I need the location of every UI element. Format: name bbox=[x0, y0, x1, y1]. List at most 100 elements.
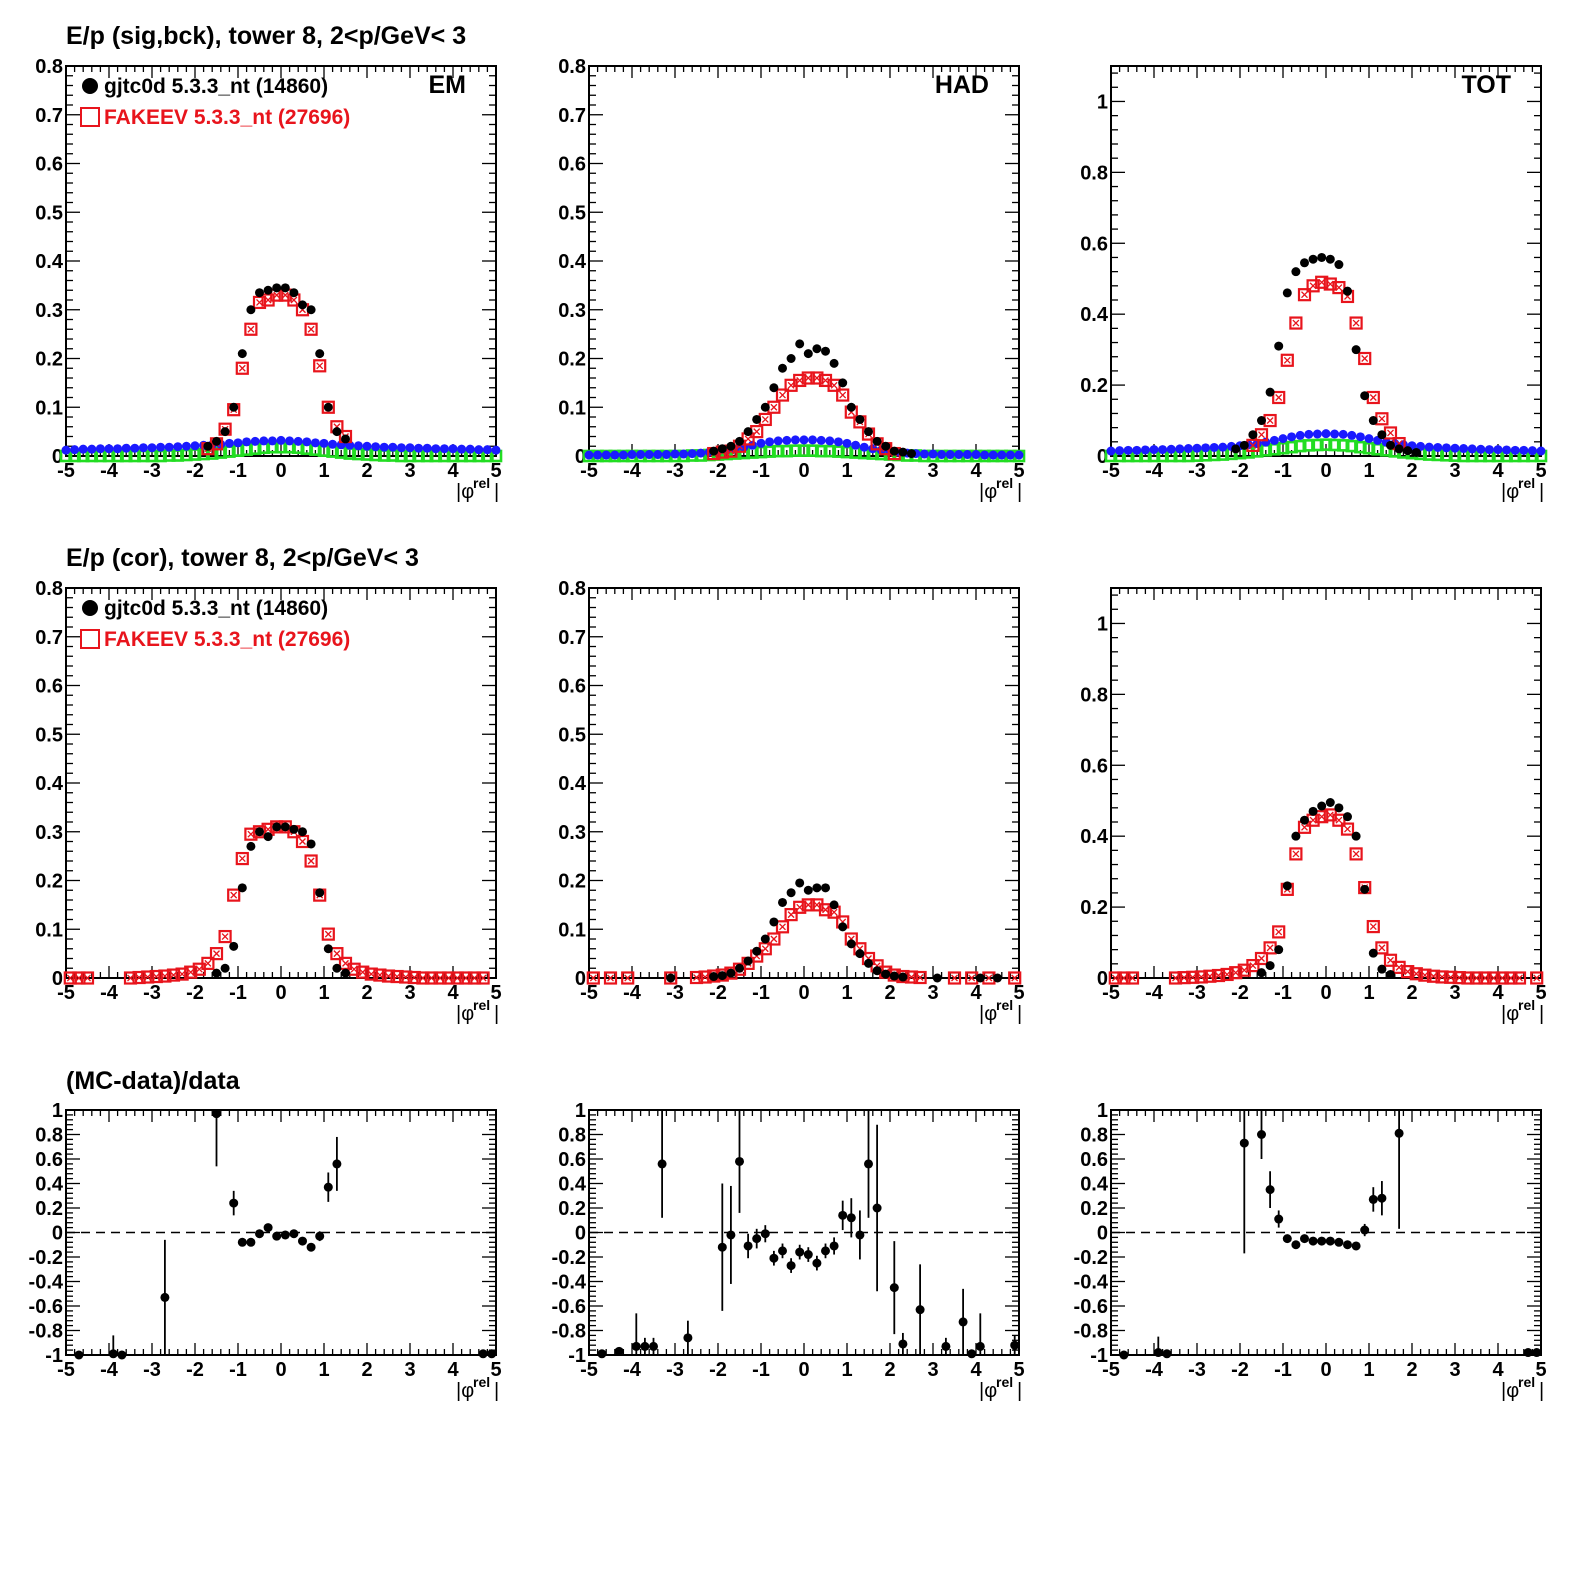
sig-bkg-point bbox=[593, 450, 603, 460]
sig-bkg-point bbox=[756, 438, 766, 448]
y-tick-label: 0.6 bbox=[35, 1149, 63, 1171]
bkg-point bbox=[823, 444, 837, 458]
y-tick-label: 0.2 bbox=[35, 349, 63, 371]
bkg-point bbox=[1276, 441, 1290, 455]
bkg-point bbox=[789, 444, 802, 457]
data-point bbox=[778, 897, 787, 907]
mc-point-mark bbox=[127, 974, 134, 982]
x-tick-label: -3 bbox=[143, 982, 161, 1004]
mc-point bbox=[175, 967, 189, 981]
data-point bbox=[735, 436, 744, 446]
data-point bbox=[323, 402, 333, 412]
sig-bkg-point bbox=[687, 449, 697, 459]
data-point bbox=[1386, 440, 1395, 450]
mc-point bbox=[1246, 958, 1260, 973]
y-tick-label: 0.3 bbox=[35, 822, 63, 844]
x-tick-label: -5 bbox=[580, 460, 598, 482]
mc-point-mark bbox=[247, 830, 255, 838]
data-point bbox=[298, 300, 307, 310]
y-tick-label: 0 bbox=[575, 1223, 586, 1245]
sig-bkg-point bbox=[310, 438, 320, 448]
mc-point-mark bbox=[238, 855, 246, 863]
sig-bkg-point bbox=[1536, 446, 1546, 456]
ratio-point bbox=[889, 1283, 899, 1293]
x-tick-label: 4 bbox=[1492, 460, 1504, 482]
mc-point bbox=[1375, 941, 1389, 955]
y-tick-label: 0.6 bbox=[1080, 1149, 1108, 1171]
x-tick-label: -4 bbox=[623, 1359, 642, 1381]
data-point bbox=[263, 285, 273, 295]
mc-point bbox=[1349, 316, 1363, 330]
mc-point-mark bbox=[787, 911, 795, 919]
y-tick-label: -0.2 bbox=[29, 1247, 63, 1269]
x-tick-label: 0 bbox=[1320, 982, 1331, 1004]
y-tick-label: 0.8 bbox=[558, 56, 586, 78]
y-tick-label: 0.2 bbox=[558, 1198, 586, 1220]
mc-point-mark bbox=[1258, 955, 1265, 962]
y-tick-label: 0.5 bbox=[558, 202, 586, 224]
ratio-point bbox=[683, 1333, 693, 1343]
mc-point bbox=[1504, 971, 1518, 985]
x-tick-label: 4 bbox=[970, 1359, 982, 1381]
mc-point-mark bbox=[1292, 850, 1300, 858]
sig-bkg-point bbox=[644, 450, 654, 460]
sig-bkg-point bbox=[937, 450, 947, 460]
y-tick-label: 0.3 bbox=[558, 822, 586, 844]
sig-bkg-point bbox=[833, 437, 843, 447]
data-point bbox=[855, 414, 865, 424]
y-tick-label: 0.6 bbox=[35, 676, 63, 698]
x-tick-label: 4 bbox=[970, 982, 982, 1004]
y-tick-label: -0.2 bbox=[1074, 1247, 1108, 1269]
mc-point bbox=[424, 971, 439, 985]
mc-point bbox=[1349, 847, 1363, 861]
x-axis-label-end: | bbox=[494, 1003, 499, 1025]
sig-bkg-point bbox=[1183, 444, 1193, 454]
ratio-point bbox=[1325, 1236, 1335, 1246]
data-point bbox=[812, 344, 822, 354]
x-tick-label: 3 bbox=[404, 1359, 415, 1381]
ratio-point bbox=[898, 1339, 908, 1349]
data-point bbox=[1317, 801, 1327, 811]
legend-data-label: gjtc0d 5.3.3_nt (14860) bbox=[104, 75, 328, 98]
data-point bbox=[975, 973, 985, 983]
x-tick-label: 2 bbox=[884, 982, 895, 1004]
y-tick-label: 1 bbox=[52, 1100, 63, 1122]
mc-point bbox=[166, 968, 181, 982]
mc-point bbox=[321, 400, 335, 414]
mc-point bbox=[1117, 971, 1131, 985]
mc-point bbox=[1340, 822, 1355, 836]
mc-point bbox=[689, 970, 704, 985]
bkg-point bbox=[814, 444, 828, 458]
data-point bbox=[1274, 341, 1284, 351]
mc-point bbox=[1194, 970, 1208, 984]
sig-bkg-point bbox=[997, 450, 1007, 460]
x-tick-label: -2 bbox=[186, 460, 204, 482]
x-axis-label: |φ bbox=[979, 1380, 997, 1402]
y-tick-label: 1 bbox=[575, 1100, 586, 1122]
x-axis-label-sup: rel bbox=[996, 1374, 1013, 1390]
x-axis-label-sup: rel bbox=[996, 997, 1013, 1013]
data-point bbox=[752, 946, 762, 956]
mc-point-mark bbox=[1275, 394, 1283, 401]
mc-point-mark bbox=[1318, 278, 1326, 286]
y-tick-label: 0.7 bbox=[35, 627, 63, 649]
data-point bbox=[735, 963, 744, 973]
ratio-point bbox=[821, 1246, 830, 1256]
x-tick-label: -5 bbox=[57, 460, 75, 482]
sig-bkg-point bbox=[259, 436, 269, 446]
panel-2-2: -5 -4 -3 -2 -1 0 1 2 3 4 5-1-0.8-0.6-0.4-0.200.20.… bbox=[1074, 1100, 1547, 1402]
sig-bkg-point bbox=[164, 442, 174, 452]
ratio-point bbox=[298, 1236, 307, 1246]
mc-point bbox=[1289, 316, 1303, 330]
x-tick-label: -5 bbox=[580, 982, 598, 1004]
y-tick-label: 0.7 bbox=[558, 627, 586, 649]
mc-point-mark bbox=[471, 974, 478, 982]
mc-point-mark bbox=[839, 391, 847, 399]
mc-point bbox=[1487, 971, 1501, 985]
ratio-point bbox=[1274, 1214, 1284, 1224]
y-tick-label: 0.3 bbox=[558, 300, 586, 322]
sig-bkg-point bbox=[285, 436, 295, 446]
x-tick-label: -3 bbox=[666, 460, 684, 482]
mc-point bbox=[149, 969, 163, 984]
y-tick-label: -0.6 bbox=[552, 1296, 586, 1318]
